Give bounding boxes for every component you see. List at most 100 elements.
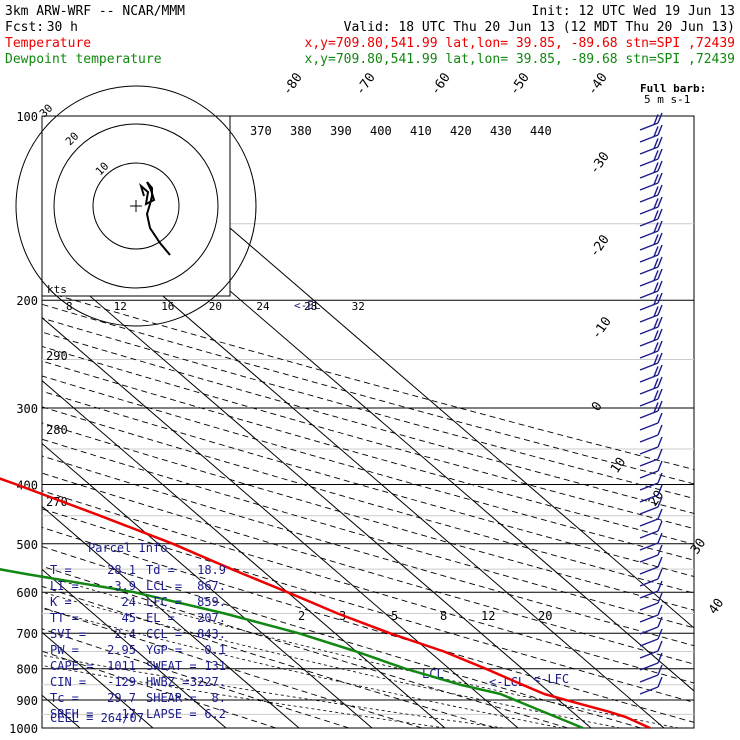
hodograph-outer-ring [15, 85, 257, 327]
wind-barb-flag [653, 222, 659, 233]
parcel-key-2: SWEAT = [146, 659, 197, 673]
wind-barb-flag [653, 114, 659, 125]
wind-barb-staff [639, 398, 659, 407]
wind-barb-flag [657, 412, 663, 424]
dry-adiabat [42, 526, 694, 723]
parcel-value: 17 [122, 707, 136, 721]
parcel-value-2: 207. [197, 611, 226, 625]
dewpoint-legend: Dewpoint temperature [5, 52, 162, 67]
wind-barb-flag [657, 292, 663, 304]
wind-barb-staff [639, 482, 659, 491]
wind-barb-staff [639, 650, 659, 659]
skewt-grid [41, 115, 695, 729]
wind-barb-staff [639, 290, 659, 299]
parcel-value: 1011 [107, 659, 136, 673]
wind-barb-flag [657, 640, 663, 652]
wind-barb-flag [657, 664, 663, 676]
isotherm-label: -20 [587, 232, 613, 260]
isotherm-line [42, 568, 227, 728]
moist-adiabat [42, 574, 679, 728]
wind-barb-flag [657, 484, 663, 496]
parcel-value: 24 [122, 595, 136, 609]
parcel-value: -129 [107, 675, 136, 689]
parcel-key: T = [50, 563, 72, 577]
wind-barb-staff [639, 410, 659, 419]
wind-barb-staff [639, 422, 659, 431]
wind-barb-staff [639, 494, 659, 503]
wind-barb-staff [639, 446, 659, 455]
wind-barb-staff [639, 458, 659, 467]
wind-barb-flag [653, 174, 659, 185]
wind-barb-flag [657, 208, 663, 220]
speed-tick-label: 20 [209, 300, 222, 313]
hodograph-units-label: kts [47, 283, 67, 296]
wind-barb-flag [653, 162, 659, 173]
wind-barb-flag [657, 652, 663, 664]
wind-barb-flag [653, 294, 659, 305]
wind-barb-flag [653, 306, 659, 317]
wind-barb-staff [639, 134, 659, 143]
wind-barb-flag [657, 568, 663, 580]
wind-barb-flag [653, 270, 659, 281]
isotherm-label: -80 [280, 70, 306, 98]
wind-barb-flag [653, 330, 659, 341]
parcel-key: TT = [50, 611, 79, 625]
parcel-info-box: Parcel Info T = 28.1 Td = 18.9 LI = -3.9 LC… [50, 541, 226, 725]
isotherm-line [42, 254, 592, 728]
parcel-key-2: LAPSE = [146, 707, 197, 721]
wind-barb-flag [657, 520, 663, 532]
wind-barb-staff [639, 578, 659, 587]
wind-barb-staff [639, 326, 659, 335]
temperature-legend: Temperature [5, 36, 91, 51]
dewpoint-trace [0, 568, 584, 730]
wind-barb-flag [657, 604, 663, 616]
wind-barbs: Full barb:5 m s-1 [639, 82, 706, 695]
wind-barb-staff [639, 182, 659, 191]
el-marker: <-EL [294, 299, 321, 312]
dry-adiabat [42, 508, 694, 703]
mixing-ratio-label: 2 [298, 609, 305, 623]
parcel-value-2: 859. [197, 595, 226, 609]
parcel-key: SVI = [50, 627, 86, 641]
pressure-tick-label: 400 [16, 478, 38, 492]
wind-barb-flag [657, 268, 663, 280]
wind-barb-flag [657, 472, 663, 484]
parcel-value-2: 3227. [190, 675, 226, 689]
parcel-key-2: Td = [146, 563, 175, 577]
wind-barb-staff [639, 686, 659, 695]
forecast-label: Fcst: [5, 20, 44, 35]
isotherm-line [42, 316, 519, 728]
wind-barb-staff [639, 158, 659, 167]
pressure-tick-label: 500 [16, 538, 38, 552]
wind-barb-flag [657, 172, 663, 184]
wind-barb-staff [639, 146, 659, 155]
forecast-hours: 30 h [47, 20, 78, 35]
speed-tick-label: 24 [256, 300, 270, 313]
wind-barb-staff [639, 122, 659, 131]
wind-barb-flag [657, 112, 663, 124]
wind-barb-flag [657, 532, 663, 544]
wind-barb-flag [657, 592, 663, 604]
isotherm-line [42, 505, 300, 728]
wind-barb-flag [653, 378, 659, 389]
parcel-value: -3.9 [107, 579, 136, 593]
dry-adiabat [42, 565, 569, 728]
wind-barb-flag [657, 196, 663, 208]
wind-barb-staff [639, 518, 659, 527]
isotherm-label: 0 [589, 399, 606, 414]
wind-barb-flag [653, 246, 659, 257]
parcel-key: SREH = [50, 707, 93, 721]
wind-barb-flag [657, 424, 663, 436]
parcel-key-2: YGP = [146, 643, 182, 657]
wind-barb-flag [657, 676, 663, 688]
parcel-cell: CELL = 264/07 [50, 711, 144, 725]
wind-barb-flag [653, 234, 659, 245]
hodograph-ring [53, 123, 219, 289]
parcel-key: PW = [50, 643, 79, 657]
wind-barb-staff [639, 374, 659, 383]
wind-barb-staff [639, 434, 659, 443]
parcel-key-2: HWBZ = [146, 675, 189, 689]
wind-barb-staff [639, 230, 659, 239]
